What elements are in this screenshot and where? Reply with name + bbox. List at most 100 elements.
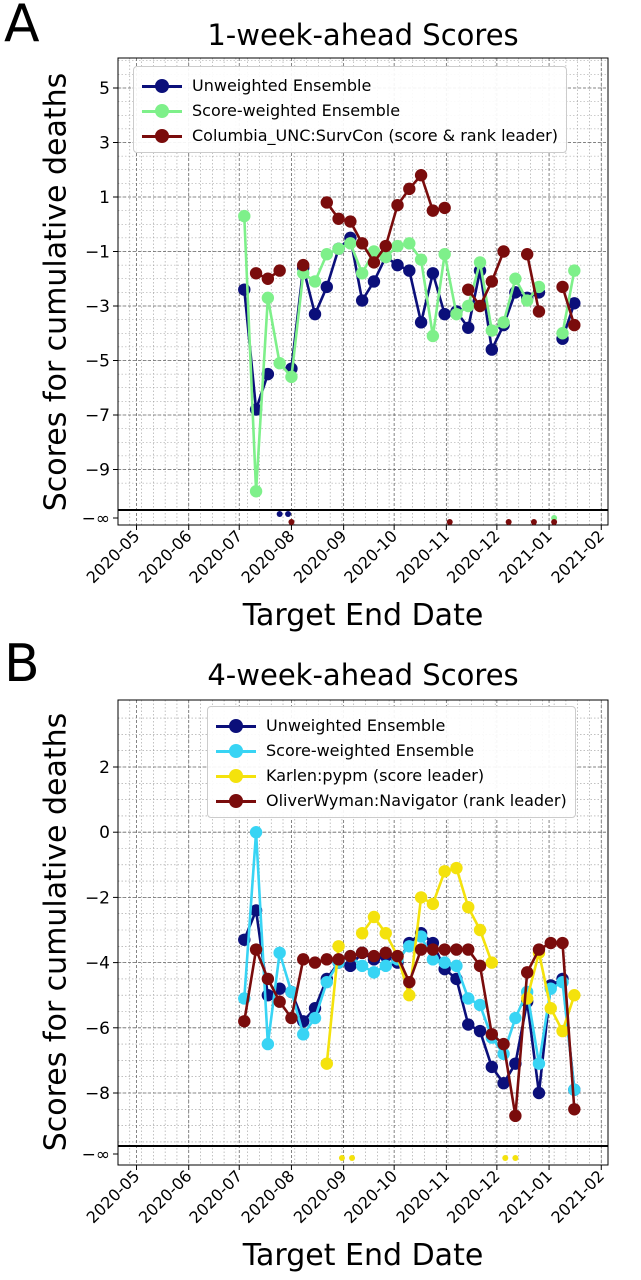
data-point	[544, 936, 557, 950]
data-point	[414, 891, 428, 904]
legend: Unweighted Ensemble Score-weighted Ensemb…	[207, 706, 576, 818]
data-point	[379, 239, 392, 253]
legend-swatch	[216, 793, 256, 808]
y-tick-label: −∞	[82, 509, 110, 529]
data-point	[320, 1057, 333, 1070]
data-point	[520, 294, 534, 307]
panel-letter: A	[4, 0, 40, 54]
data-point	[414, 316, 428, 329]
data-point	[261, 989, 275, 1002]
data-point	[450, 943, 463, 956]
neg-inf-marker	[530, 519, 537, 525]
neg-inf-marker	[349, 1155, 356, 1161]
data-point	[403, 264, 416, 277]
data-point	[308, 275, 322, 288]
data-point	[344, 959, 357, 973]
panel-b: 2 0 −2 −4 −6 −8 −∞ 2020-05 2020-06 2020-07 2020-08…	[0, 634, 641, 1280]
y-tick-label: 5	[99, 79, 110, 99]
legend-swatch	[216, 768, 256, 783]
data-point	[473, 299, 487, 313]
legend-item: OliverWyman:Navigator (rank leader)	[216, 788, 567, 813]
data-point	[273, 995, 286, 1008]
plot-frame	[117, 57, 609, 526]
data-point	[367, 256, 381, 269]
data-point	[320, 280, 333, 294]
data-point	[426, 267, 440, 280]
x-tick-label: 2020-05	[83, 526, 144, 587]
data-point	[249, 267, 263, 280]
data-point	[450, 861, 463, 875]
data-point	[238, 1015, 251, 1028]
data-point	[509, 1011, 522, 1025]
panel-a: 5 3 1 −1 −3 −5 −7 −9 −∞ 2020-05 2020-06 2020-07 2020…	[4, 0, 609, 633]
y-tick-label: −1	[85, 243, 110, 263]
series-3	[238, 936, 581, 1123]
data-point	[497, 1037, 510, 1051]
data-point	[308, 956, 322, 969]
data-point	[450, 959, 463, 973]
legend-label: OliverWyman:Navigator (rank leader)	[266, 791, 567, 810]
data-point	[355, 267, 369, 280]
data-point	[497, 1077, 510, 1090]
data-point	[355, 946, 369, 960]
x-tick-label: 2020-08	[238, 1166, 299, 1227]
data-point	[403, 975, 416, 989]
neg-inf-marker	[505, 519, 512, 525]
data-point	[556, 1024, 569, 1038]
data-point	[532, 1086, 546, 1100]
neg-inf-marker	[338, 1155, 345, 1161]
legend-swatch	[142, 128, 182, 143]
legend-label: Score-weighted Ensemble	[192, 101, 401, 120]
series-1	[238, 826, 581, 1096]
x-tick-label: 2020-06	[135, 526, 196, 587]
y-axis-label: Scores for cumulative deaths	[38, 712, 74, 1152]
data-point	[450, 307, 463, 321]
y-tick-label: −6	[85, 1019, 110, 1039]
x-tick-label: 2020-06	[135, 1166, 196, 1227]
data-point	[285, 370, 298, 384]
x-tick-label: 2020-09	[290, 526, 351, 587]
data-point	[426, 329, 440, 343]
data-point	[355, 294, 369, 307]
neg-inf-marker	[285, 511, 292, 517]
data-point	[261, 972, 275, 986]
data-point	[556, 280, 569, 294]
data-point	[332, 212, 345, 225]
x-tick-label: 2020-07	[185, 1166, 246, 1227]
neg-inf-marker	[276, 511, 283, 517]
data-point	[532, 1057, 546, 1070]
data-point	[520, 248, 534, 261]
y-tick-label: −9	[85, 461, 110, 481]
legend-swatch	[142, 78, 182, 93]
x-tick-label: 2020-11	[392, 526, 453, 587]
data-point	[297, 953, 310, 966]
x-tick-label: 2020-11	[392, 1166, 453, 1227]
data-point	[438, 956, 451, 969]
data-point	[379, 927, 392, 940]
data-point	[367, 275, 381, 288]
data-point	[297, 1028, 310, 1041]
y-tick-label: 2	[99, 758, 110, 778]
data-point	[355, 959, 369, 973]
data-point	[273, 264, 286, 277]
data-point	[462, 992, 475, 1005]
data-point	[568, 1103, 581, 1116]
data-point	[297, 258, 310, 272]
data-point	[367, 910, 381, 924]
data-point	[462, 943, 475, 956]
data-point	[249, 485, 263, 498]
data-point	[320, 953, 333, 966]
data-point	[544, 1002, 557, 1015]
data-point	[273, 357, 286, 370]
data-point	[485, 956, 499, 969]
data-point	[320, 196, 333, 209]
data-point	[556, 936, 569, 950]
series-1	[238, 209, 581, 521]
data-point	[355, 237, 369, 250]
x-tick-label: 2020-05	[83, 1166, 144, 1227]
data-point	[344, 237, 357, 250]
y-tick-label: 3	[99, 134, 110, 154]
y-tick-label: −3	[85, 297, 110, 317]
neg-inf-marker	[446, 519, 453, 525]
data-point	[403, 989, 416, 1002]
